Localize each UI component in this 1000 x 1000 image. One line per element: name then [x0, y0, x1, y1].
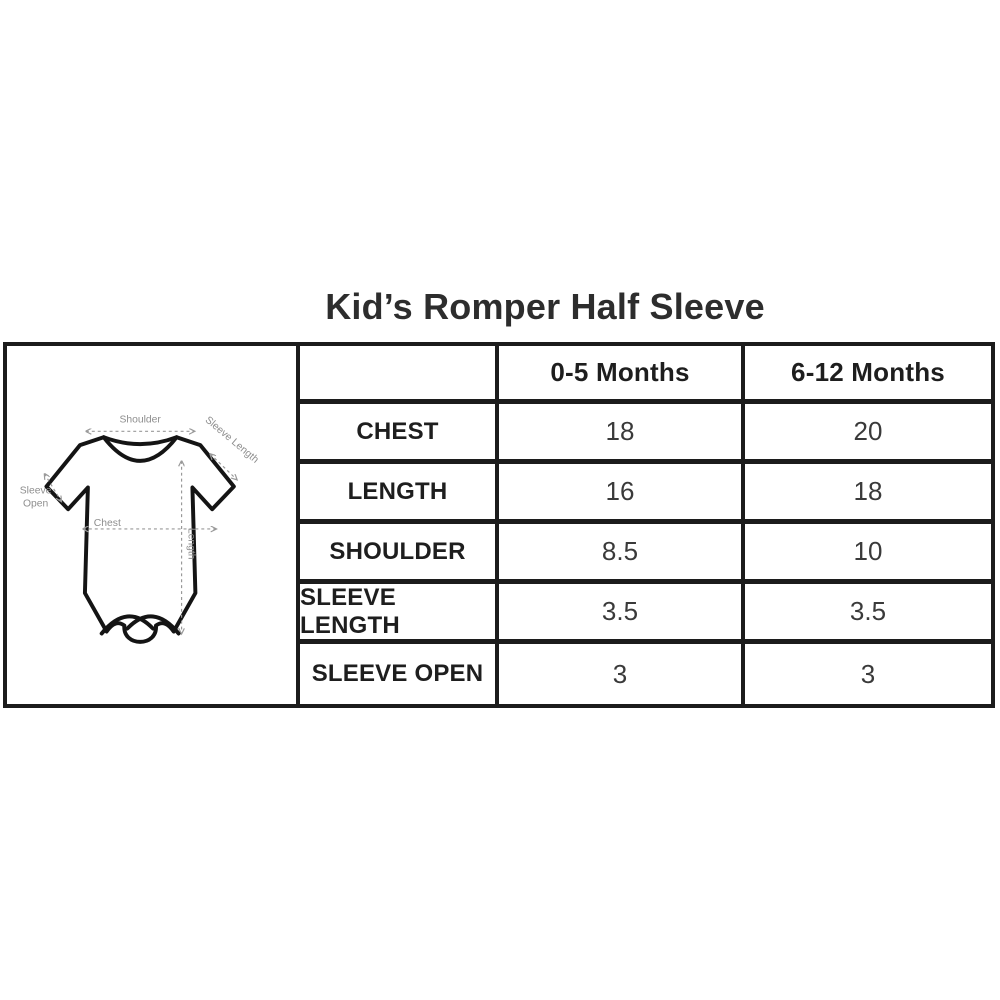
page-title: Kid’s Romper Half Sleeve — [325, 286, 765, 327]
right-leg-band-line — [125, 614, 181, 636]
row-label-sleeve-length: SLEEVE LENGTH — [300, 584, 499, 644]
corner-header-cell — [300, 346, 499, 404]
neck-opening-line — [101, 435, 179, 463]
sleeve-length-measure-line — [210, 454, 237, 480]
sleeve-open-value-0-5: 3 — [499, 644, 745, 704]
chest-value-0-5: 18 — [499, 404, 745, 464]
length-value-6-12: 18 — [745, 464, 991, 524]
romper-measurement-diagram: Shoulder Sleeve Length Sleeve Open Chest… — [7, 346, 300, 704]
chest-label: Chest — [94, 518, 121, 529]
sleeve-length-value-0-5: 3.5 — [499, 584, 745, 644]
row-label-shoulder: SHOULDER — [300, 524, 499, 584]
romper-outline — [44, 435, 236, 644]
shoulder-value-0-5: 8.5 — [499, 524, 745, 584]
row-label-chest: CHEST — [300, 404, 499, 464]
row-label-sleeve-open: SLEEVE OPEN — [300, 644, 499, 704]
length-value-0-5: 16 — [499, 464, 745, 524]
sleeve-length-value-6-12: 3.5 — [745, 584, 991, 644]
sleeve-open-label-line1: Sleeve — [20, 485, 52, 496]
length-label: Length — [185, 528, 196, 560]
romper-diagram-icon: Shoulder Sleeve Length Sleeve Open Chest… — [20, 414, 261, 644]
left-leg-band-line — [99, 614, 155, 636]
column-header-6-12-months: 6-12 Months — [745, 346, 991, 404]
chest-value-6-12: 20 — [745, 404, 991, 464]
size-chart-table: Shoulder Sleeve Length Sleeve Open Chest… — [3, 342, 995, 708]
column-header-0-5-months: 0-5 Months — [499, 346, 745, 404]
sleeve-open-value-6-12: 3 — [745, 644, 991, 704]
shoulder-value-6-12: 10 — [745, 524, 991, 584]
sleeve-open-label-line2: Open — [23, 498, 49, 509]
shoulder-label: Shoulder — [119, 414, 161, 425]
row-label-length: LENGTH — [300, 464, 499, 524]
